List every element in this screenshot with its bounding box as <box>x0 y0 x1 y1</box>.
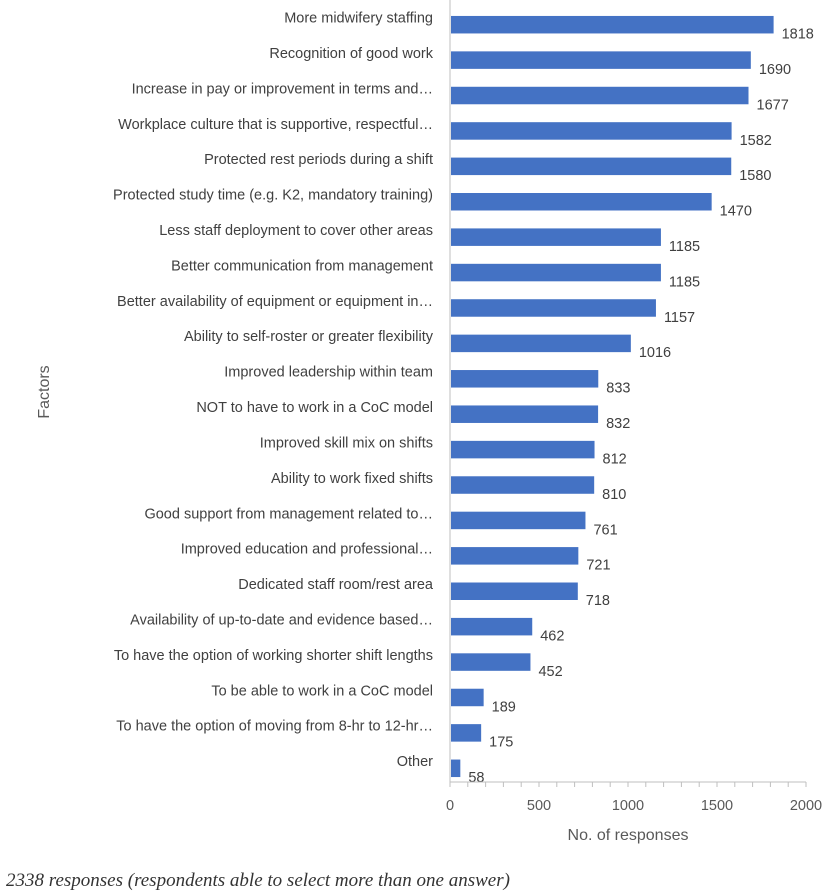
x-axis-title: No. of responses <box>568 827 689 844</box>
bar <box>451 334 631 353</box>
data-label: 1016 <box>639 345 671 361</box>
category-label: Increase in pay or improvement in terms … <box>132 81 433 97</box>
category-label: More midwifery staffing <box>284 11 433 27</box>
category-label: Other <box>397 754 433 770</box>
category-label: Improved leadership within team <box>224 365 433 381</box>
bar <box>451 15 774 34</box>
bars <box>451 15 774 778</box>
category-label: Improved education and professional… <box>181 542 433 558</box>
x-tick-label: 0 <box>446 798 454 814</box>
category-label: Improved skill mix on shifts <box>260 435 433 451</box>
data-label: 833 <box>606 381 630 397</box>
category-label: Ability to self-roster or greater flexib… <box>184 329 434 345</box>
data-label: 1582 <box>740 133 772 149</box>
category-label: Less staff deployment to cover other are… <box>159 223 433 239</box>
category-label: NOT to have to work in a CoC model <box>196 400 433 416</box>
data-label: 761 <box>593 522 617 538</box>
data-label: 1580 <box>739 168 771 184</box>
data-label: 1470 <box>720 204 752 220</box>
data-label: 810 <box>602 487 626 503</box>
bar <box>451 370 599 388</box>
data-label: 58 <box>468 770 484 786</box>
chart-caption: 2338 responses (respondents able to sele… <box>6 870 510 891</box>
bar <box>451 405 599 423</box>
bar <box>451 653 531 671</box>
bar <box>451 228 661 246</box>
category-label: To have the option of working shorter sh… <box>114 648 433 664</box>
bar <box>451 263 661 282</box>
bar <box>451 547 579 565</box>
data-label: 1677 <box>757 97 789 113</box>
bar-chart: More midwifery staffing Recognition of go… <box>36 0 822 844</box>
data-label: 718 <box>586 593 610 609</box>
data-label: 175 <box>489 735 513 751</box>
data-label: 1818 <box>782 27 814 43</box>
bar <box>451 122 732 140</box>
data-label: 452 <box>538 664 562 680</box>
bar <box>451 688 484 707</box>
bar <box>451 440 595 459</box>
data-label: 1185 <box>669 274 700 290</box>
x-tick-label: 1000 <box>612 798 644 814</box>
bar <box>451 759 461 778</box>
category-label: Dedicated staff room/rest area <box>238 577 434 593</box>
category-label: To have the option of moving from 8-hr t… <box>116 719 433 735</box>
data-label: 832 <box>606 416 630 432</box>
data-label: 1157 <box>664 310 695 326</box>
category-label: Workplace culture that is supportive, re… <box>118 117 433 133</box>
x-tick-label: 500 <box>527 798 551 814</box>
bar <box>451 724 482 742</box>
bar <box>451 582 578 600</box>
category-label: To be able to work in a CoC model <box>211 683 433 699</box>
bar <box>451 476 595 494</box>
bar <box>451 51 751 69</box>
data-label: 462 <box>540 628 564 644</box>
category-label: Recognition of good work <box>269 46 433 62</box>
axes: 0 500 1000 1500 2000 <box>446 0 822 814</box>
bar <box>451 193 712 211</box>
bar <box>451 511 586 530</box>
x-tick-label: 2000 <box>790 798 822 814</box>
bar <box>451 86 749 105</box>
category-label: Protected rest periods during a shift <box>204 152 433 168</box>
value-labels: 1818 1690 1677 1582 1580 1470 1185 1185 1157 1016… <box>468 27 814 787</box>
x-tick-label: 1500 <box>701 798 733 814</box>
category-label: Good support from management related to… <box>144 506 433 522</box>
category-label: Ability to work fixed shifts <box>271 471 433 487</box>
category-label: Better communication from management <box>171 258 433 274</box>
data-label: 1185 <box>669 239 700 255</box>
data-label: 721 <box>586 558 610 574</box>
data-label: 812 <box>603 451 627 467</box>
category-labels: More midwifery staffing Recognition of go… <box>113 11 434 771</box>
category-label: Better availability of equipment or equi… <box>117 294 433 310</box>
data-label: 189 <box>492 699 516 715</box>
data-label: 1690 <box>759 62 791 78</box>
bar <box>451 617 533 636</box>
bar <box>451 299 656 317</box>
bar <box>451 157 732 176</box>
category-label: Protected study time (e.g. K2, mandatory… <box>113 188 433 204</box>
category-label: Availability of up-to-date and evidence … <box>130 612 433 628</box>
y-axis-title: Factors <box>36 365 53 418</box>
